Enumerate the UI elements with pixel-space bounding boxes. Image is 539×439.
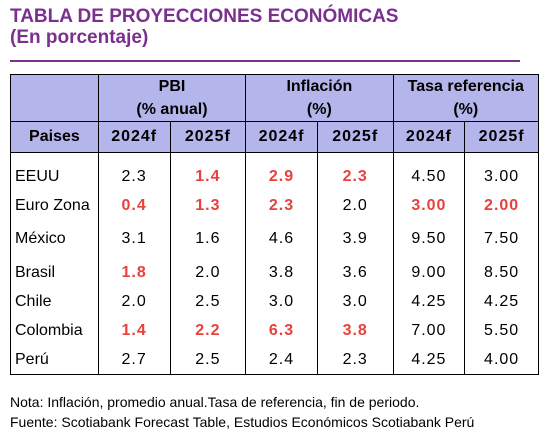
value-cell: 2.3 xyxy=(316,345,394,375)
value-cell: 9.50 xyxy=(392,220,466,258)
value-cell: 5.50 xyxy=(464,316,539,345)
group-name: Tasa referencia xyxy=(407,78,524,95)
group-unit: (% anual) xyxy=(136,101,208,118)
table-row: EEUU 2.3 1.4 2.9 2.3 4.50 3.00 xyxy=(10,162,539,191)
table-row: Brasil 1.8 2.0 3.8 3.6 9.00 8.50 xyxy=(10,258,539,287)
table-row: Perú 2.7 2.5 2.4 2.3 4.25 4.00 xyxy=(10,345,539,375)
spacer-row xyxy=(10,152,539,162)
group-name: PBI xyxy=(158,78,186,95)
table-row: Euro Zona 0.4 1.3 2.3 2.0 3.00 2.00 xyxy=(10,191,539,220)
year-header: 2025f xyxy=(316,121,394,153)
value-cell: 1.6 xyxy=(169,220,247,258)
year-header: 2024f xyxy=(392,121,466,153)
table-row: México 3.1 1.6 4.6 3.9 9.50 7.50 xyxy=(10,220,539,258)
value-cell: 4.50 xyxy=(392,162,466,191)
value-cell: 8.50 xyxy=(464,258,539,287)
value-cell: 3.8 xyxy=(316,316,394,345)
value-cell: 2.5 xyxy=(169,345,247,375)
source-text: Fuente: Scotiabank Forecast Table, Estud… xyxy=(10,414,475,430)
value-cell: 4.00 xyxy=(464,345,539,375)
value-cell: 2.3 xyxy=(245,191,318,220)
header-corner xyxy=(10,74,99,122)
value-cell: 4.25 xyxy=(392,287,466,316)
note-text: Nota: Inflación, promedio anual.Tasa de … xyxy=(10,394,420,410)
value-cell: 7.50 xyxy=(464,220,539,258)
group-name: Inflación xyxy=(286,78,353,95)
group-unit: (%) xyxy=(306,101,332,118)
title-divider xyxy=(10,60,520,62)
country-cell: Brasil xyxy=(10,258,99,287)
column-header-paises: Paises xyxy=(10,121,99,153)
group-header-pbi: PBI (% anual) xyxy=(97,74,247,122)
value-cell: 6.3 xyxy=(245,316,318,345)
value-cell: 2.00 xyxy=(464,191,539,220)
title-line-2: (En porcentaje) xyxy=(10,27,149,48)
value-cell: 2.7 xyxy=(97,345,171,375)
value-cell: 3.00 xyxy=(392,191,466,220)
country-cell: México xyxy=(10,220,99,258)
year-header: 2025f xyxy=(464,121,539,153)
group-header-tasa: Tasa referencia (%) xyxy=(392,74,539,122)
value-cell: 4.25 xyxy=(392,345,466,375)
value-cell: 2.4 xyxy=(245,345,318,375)
group-unit: (%) xyxy=(453,101,479,118)
value-cell: 2.9 xyxy=(245,162,318,191)
value-cell: 2.2 xyxy=(169,316,247,345)
value-cell: 4.25 xyxy=(464,287,539,316)
table-row: Chile 2.0 2.5 3.0 3.0 4.25 4.25 xyxy=(10,287,539,316)
value-cell: 0.4 xyxy=(97,191,171,220)
country-cell: Euro Zona xyxy=(10,191,99,220)
value-cell: 1.8 xyxy=(97,258,171,287)
year-header: 2024f xyxy=(97,121,171,153)
value-cell: 2.0 xyxy=(316,191,394,220)
group-header-inflacion: Inflación (%) xyxy=(245,74,394,122)
value-cell: 4.6 xyxy=(245,220,318,258)
value-cell: 3.00 xyxy=(464,162,539,191)
value-cell: 3.8 xyxy=(245,258,318,287)
country-cell: Chile xyxy=(10,287,99,316)
value-cell: 2.0 xyxy=(97,287,171,316)
page-title: TABLA DE PROYECCIONES ECONÓMICAS (En por… xyxy=(10,6,398,48)
value-cell: 1.4 xyxy=(169,162,247,191)
value-cell: 3.0 xyxy=(316,287,394,316)
country-cell: EEUU xyxy=(10,162,99,191)
year-header: 2025f xyxy=(169,121,247,153)
projections-table: PBI (% anual) Inflación (%) Tasa referen… xyxy=(10,74,539,375)
value-cell: 3.6 xyxy=(316,258,394,287)
value-cell: 9.00 xyxy=(392,258,466,287)
value-cell: 1.3 xyxy=(169,191,247,220)
country-cell: Perú xyxy=(10,345,99,375)
value-cell: 3.0 xyxy=(245,287,318,316)
value-cell: 1.4 xyxy=(97,316,171,345)
title-line-1: TABLA DE PROYECCIONES ECONÓMICAS xyxy=(10,6,399,27)
year-header: 2024f xyxy=(245,121,318,153)
value-cell: 2.3 xyxy=(316,162,394,191)
table-row: Colombia 1.4 2.2 6.3 3.8 7.00 5.50 xyxy=(10,316,539,345)
value-cell: 2.3 xyxy=(97,162,171,191)
value-cell: 7.00 xyxy=(392,316,466,345)
value-cell: 2.5 xyxy=(169,287,247,316)
value-cell: 2.0 xyxy=(169,258,247,287)
value-cell: 3.1 xyxy=(97,220,171,258)
country-cell: Colombia xyxy=(10,316,99,345)
value-cell: 3.9 xyxy=(316,220,394,258)
